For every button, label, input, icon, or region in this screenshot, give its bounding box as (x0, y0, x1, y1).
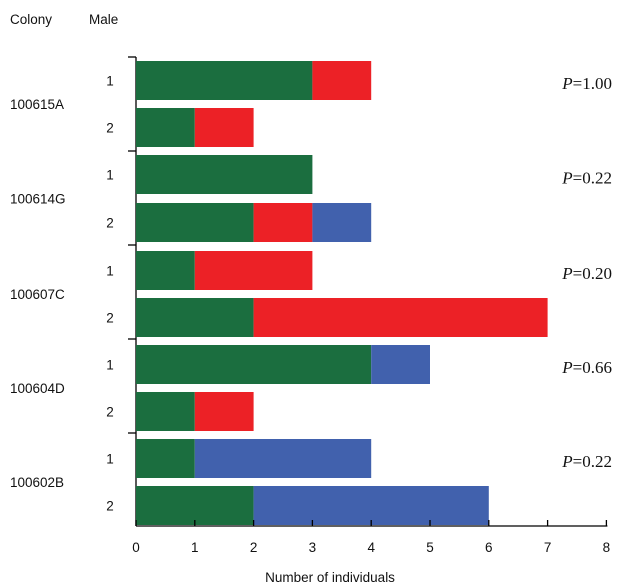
bar-segment-100602B-male2-0 (136, 486, 254, 525)
x-tick-label: 3 (309, 540, 317, 555)
x-tick-label: 6 (485, 540, 493, 555)
bar-segment-100615A-male1-0 (136, 61, 313, 100)
male-label: 1 (106, 168, 114, 183)
x-tick-label: 4 (367, 540, 375, 555)
x-axis-title: Number of individuals (265, 570, 395, 585)
p-value-label: P=0.22 (561, 169, 612, 188)
male-column-header: Male (89, 12, 118, 27)
p-value-label: P=0.66 (561, 358, 612, 377)
p-value-prefix: P (561, 169, 572, 188)
bar-segment-100607C-male2-0 (136, 298, 254, 337)
x-tick-label: 7 (544, 540, 552, 555)
bar-segment-100614G-male2-2 (312, 203, 372, 242)
p-value-label: P=0.20 (561, 264, 612, 283)
p-value-label: P=0.22 (561, 452, 612, 471)
colony-label: 100602B (10, 475, 64, 490)
p-value-number: =0.22 (573, 169, 612, 188)
male-label: 2 (106, 121, 114, 136)
male-label: 1 (106, 358, 114, 373)
colony-column-header: Colony (10, 12, 52, 27)
bar-segment-100602B-male1-2 (194, 439, 372, 478)
p-value-prefix: P (561, 358, 572, 377)
x-tick-label: 8 (603, 540, 611, 555)
bar-segment-100615A-male2-0 (136, 108, 195, 147)
p-value-number: =1.00 (573, 74, 612, 93)
colony-label: 100614G (10, 192, 66, 207)
bar-segment-100614G-male1-0 (136, 155, 313, 194)
colony-label: 100615A (10, 97, 64, 112)
male-label: 1 (106, 452, 114, 467)
x-tick-label: 2 (250, 540, 258, 555)
colony-label: 100604D (10, 381, 65, 396)
bar-segment-100604D-male2-0 (136, 392, 195, 431)
bar-segment-100615A-male2-1 (194, 108, 254, 147)
bar-segment-100604D-male1-0 (136, 345, 372, 384)
x-tick-label: 1 (191, 540, 199, 555)
male-label: 2 (106, 216, 114, 231)
male-label: 1 (106, 264, 114, 279)
bar-segment-100604D-male1-2 (371, 345, 430, 384)
bar-segment-100607C-male1-1 (194, 251, 313, 290)
bar-segment-100614G-male2-1 (253, 203, 313, 242)
bar-segment-100604D-male2-1 (194, 392, 254, 431)
p-value-prefix: P (561, 452, 572, 471)
p-value-number: =0.22 (573, 452, 612, 471)
bar-segment-100607C-male1-0 (136, 251, 195, 290)
p-value-number: =0.20 (573, 264, 612, 283)
p-value-label: P=1.00 (561, 74, 612, 93)
x-tick-label: 0 (132, 540, 140, 555)
p-value-prefix: P (561, 74, 572, 93)
p-value-prefix: P (561, 264, 572, 283)
colony-label: 100607C (10, 287, 65, 302)
male-label: 1 (106, 74, 114, 89)
male-label: 2 (106, 405, 114, 420)
bar-segment-100602B-male2-2 (253, 486, 489, 525)
male-label: 2 (106, 311, 114, 326)
x-tick-label: 5 (426, 540, 434, 555)
bar-segment-100615A-male1-1 (312, 61, 372, 100)
bar-segment-100607C-male2-1 (253, 298, 548, 337)
male-label: 2 (106, 499, 114, 514)
bar-segment-100602B-male1-0 (136, 439, 195, 478)
p-value-number: =0.66 (573, 358, 612, 377)
bar-segment-100614G-male2-0 (136, 203, 254, 242)
